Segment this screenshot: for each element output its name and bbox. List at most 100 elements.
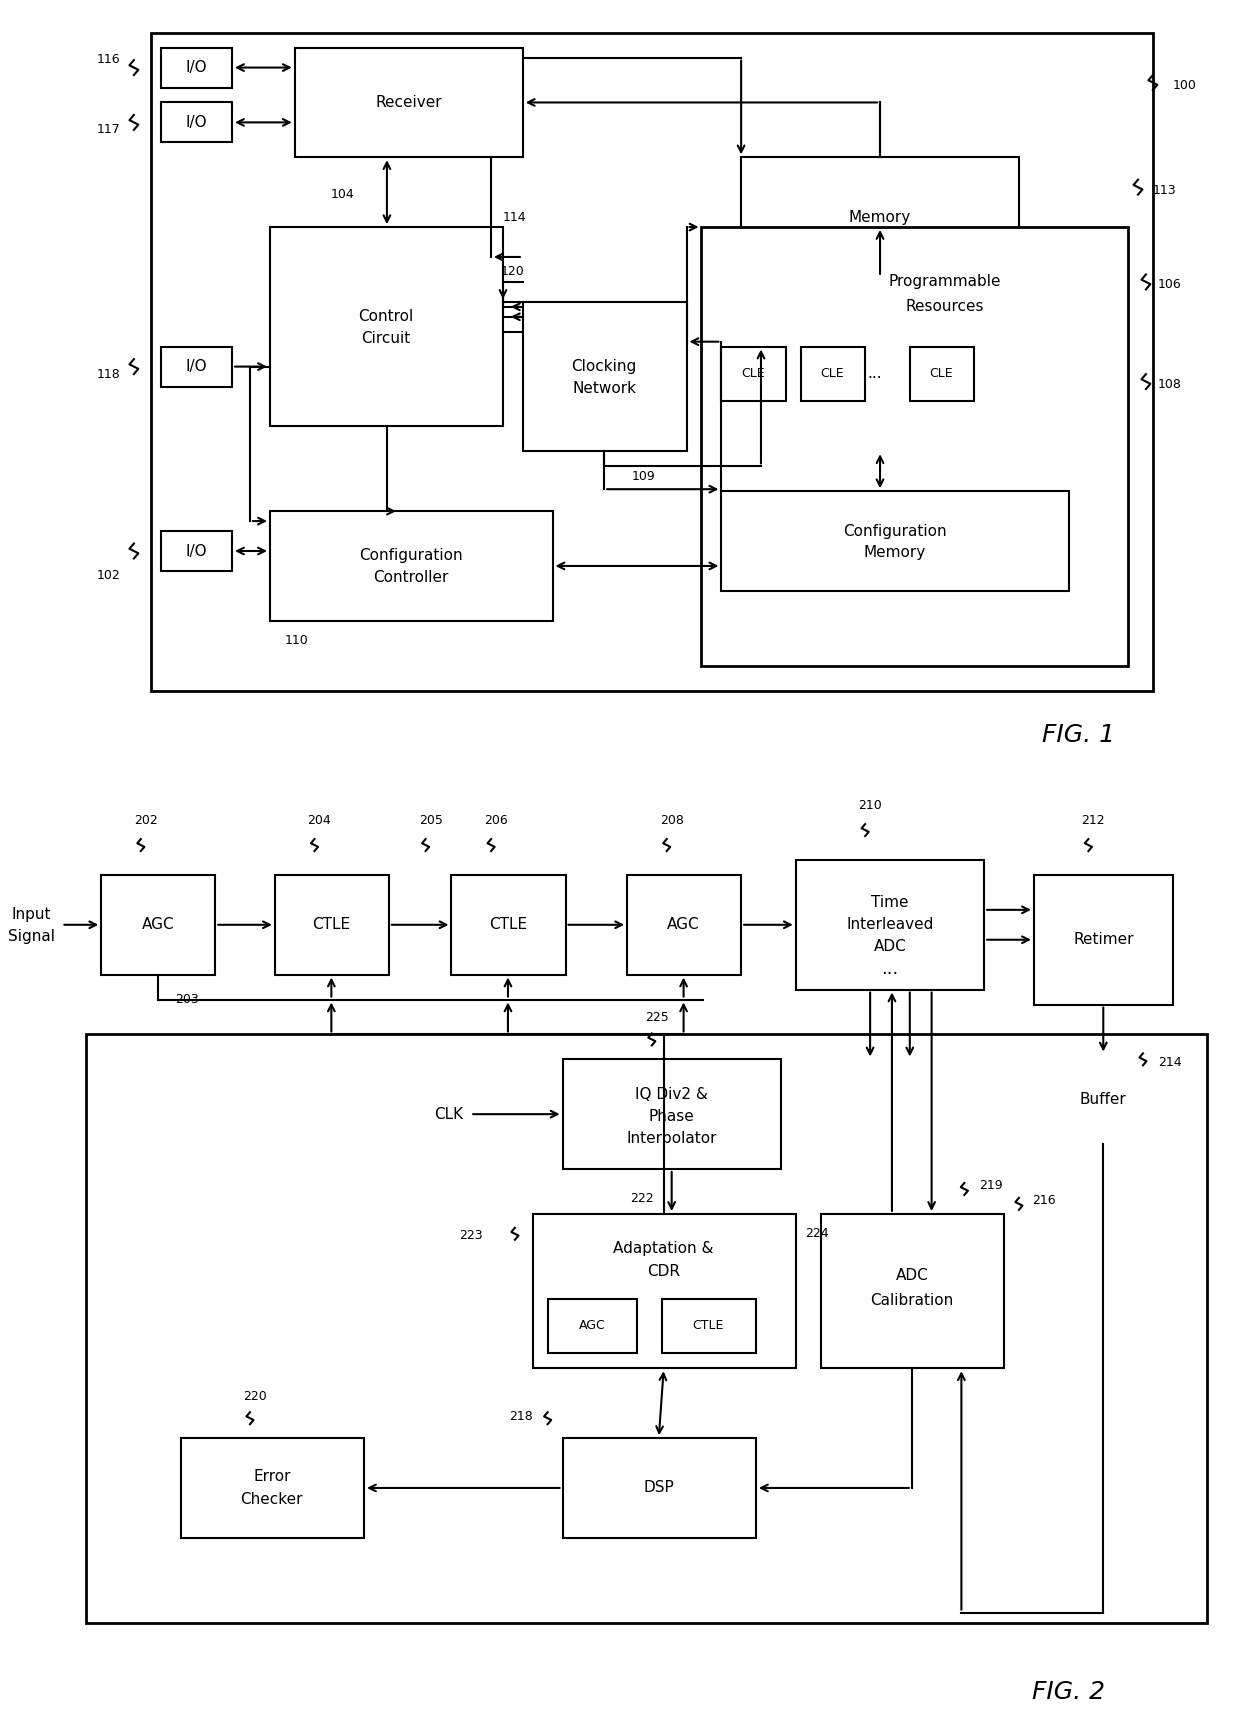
Text: 225: 225: [645, 1011, 668, 1025]
Bar: [1034, 875, 1173, 1004]
Text: Memory: Memory: [864, 545, 926, 560]
Text: 106: 106: [1158, 278, 1182, 291]
Text: 203: 203: [176, 994, 200, 1006]
Text: 102: 102: [97, 569, 120, 583]
Text: 206: 206: [484, 813, 508, 827]
Text: 216: 216: [1032, 1195, 1055, 1207]
Text: Programmable: Programmable: [888, 275, 1001, 289]
Bar: [533, 1214, 796, 1368]
Text: FIG. 2: FIG. 2: [1032, 1679, 1105, 1704]
Text: ...: ...: [868, 366, 883, 382]
Text: CTLE: CTLE: [489, 918, 527, 932]
Text: Memory: Memory: [849, 210, 911, 225]
Text: I/O: I/O: [186, 359, 207, 375]
Bar: [548, 1298, 637, 1353]
Text: Circuit: Circuit: [361, 332, 410, 346]
Bar: [270, 511, 553, 621]
Bar: [627, 875, 742, 975]
Text: I/O: I/O: [186, 115, 207, 131]
Text: Control: Control: [358, 309, 414, 325]
Bar: [821, 1214, 1004, 1368]
Text: 120: 120: [501, 265, 525, 278]
Text: CLE: CLE: [930, 368, 954, 380]
Text: 208: 208: [660, 813, 683, 827]
Bar: [563, 1059, 781, 1169]
Text: Checker: Checker: [241, 1492, 303, 1508]
Text: 222: 222: [630, 1193, 653, 1205]
Bar: [87, 1035, 1208, 1623]
Text: I/O: I/O: [186, 543, 207, 559]
Text: DSP: DSP: [644, 1480, 675, 1496]
Text: Interleaved: Interleaved: [846, 918, 934, 932]
Text: 214: 214: [1158, 1055, 1182, 1069]
Text: Adaptation &: Adaptation &: [614, 1241, 714, 1257]
Bar: [796, 860, 985, 990]
Text: Buffer: Buffer: [1080, 1092, 1127, 1107]
Bar: [563, 1439, 756, 1539]
Bar: [1034, 1054, 1173, 1145]
Text: ADC: ADC: [873, 939, 906, 954]
Bar: [161, 347, 232, 387]
Text: 110: 110: [285, 634, 309, 648]
Bar: [102, 875, 216, 975]
Text: 117: 117: [97, 122, 120, 136]
Bar: [722, 492, 1069, 591]
Bar: [275, 875, 389, 975]
Text: 220: 220: [243, 1389, 267, 1403]
Text: AGC: AGC: [141, 918, 174, 932]
Text: Input: Input: [12, 908, 51, 923]
Text: 104: 104: [330, 187, 355, 201]
Text: CTLE: CTLE: [693, 1318, 724, 1332]
Bar: [451, 875, 565, 975]
Text: 224: 224: [806, 1227, 830, 1241]
Bar: [161, 531, 232, 571]
Bar: [910, 347, 975, 402]
Bar: [722, 347, 786, 402]
Text: AGC: AGC: [579, 1318, 605, 1332]
Text: Receiver: Receiver: [376, 95, 441, 110]
Bar: [181, 1439, 365, 1539]
Bar: [742, 156, 1019, 277]
Bar: [662, 1298, 756, 1353]
Text: 116: 116: [97, 53, 120, 65]
Text: Calibration: Calibration: [870, 1293, 954, 1308]
Text: ...: ...: [882, 959, 899, 978]
Text: 109: 109: [632, 469, 656, 483]
Text: I/O: I/O: [186, 60, 207, 76]
Bar: [523, 303, 687, 452]
Bar: [161, 103, 232, 143]
Text: 223: 223: [460, 1229, 484, 1243]
Text: 212: 212: [1081, 813, 1105, 827]
Text: 108: 108: [1158, 378, 1182, 390]
Text: Time: Time: [872, 896, 909, 911]
Text: Phase: Phase: [649, 1109, 694, 1124]
Text: 113: 113: [1153, 184, 1177, 196]
Text: 114: 114: [503, 211, 527, 223]
Text: Signal: Signal: [9, 930, 56, 944]
Text: CDR: CDR: [647, 1263, 681, 1279]
Text: Error: Error: [253, 1468, 290, 1483]
Text: 219: 219: [980, 1179, 1003, 1193]
Text: 210: 210: [858, 799, 882, 811]
Bar: [270, 227, 503, 426]
Text: CLE: CLE: [821, 368, 844, 380]
Text: AGC: AGC: [667, 918, 699, 932]
Text: Configuration: Configuration: [358, 548, 463, 564]
Text: 100: 100: [1173, 79, 1197, 93]
Bar: [702, 227, 1128, 665]
Text: CLE: CLE: [742, 368, 765, 380]
Bar: [801, 347, 866, 402]
Text: Configuration: Configuration: [843, 524, 946, 538]
Bar: [161, 48, 232, 88]
Text: Clocking: Clocking: [572, 359, 637, 375]
Text: 118: 118: [97, 368, 120, 382]
Text: FIG. 1: FIG. 1: [1042, 724, 1115, 748]
Text: Retimer: Retimer: [1073, 932, 1133, 947]
Text: CLK: CLK: [434, 1107, 464, 1123]
Text: CTLE: CTLE: [312, 918, 351, 932]
Bar: [151, 33, 1153, 691]
Bar: [295, 48, 523, 156]
Text: 204: 204: [308, 813, 331, 827]
Text: 205: 205: [419, 813, 443, 827]
Text: 218: 218: [508, 1410, 533, 1423]
